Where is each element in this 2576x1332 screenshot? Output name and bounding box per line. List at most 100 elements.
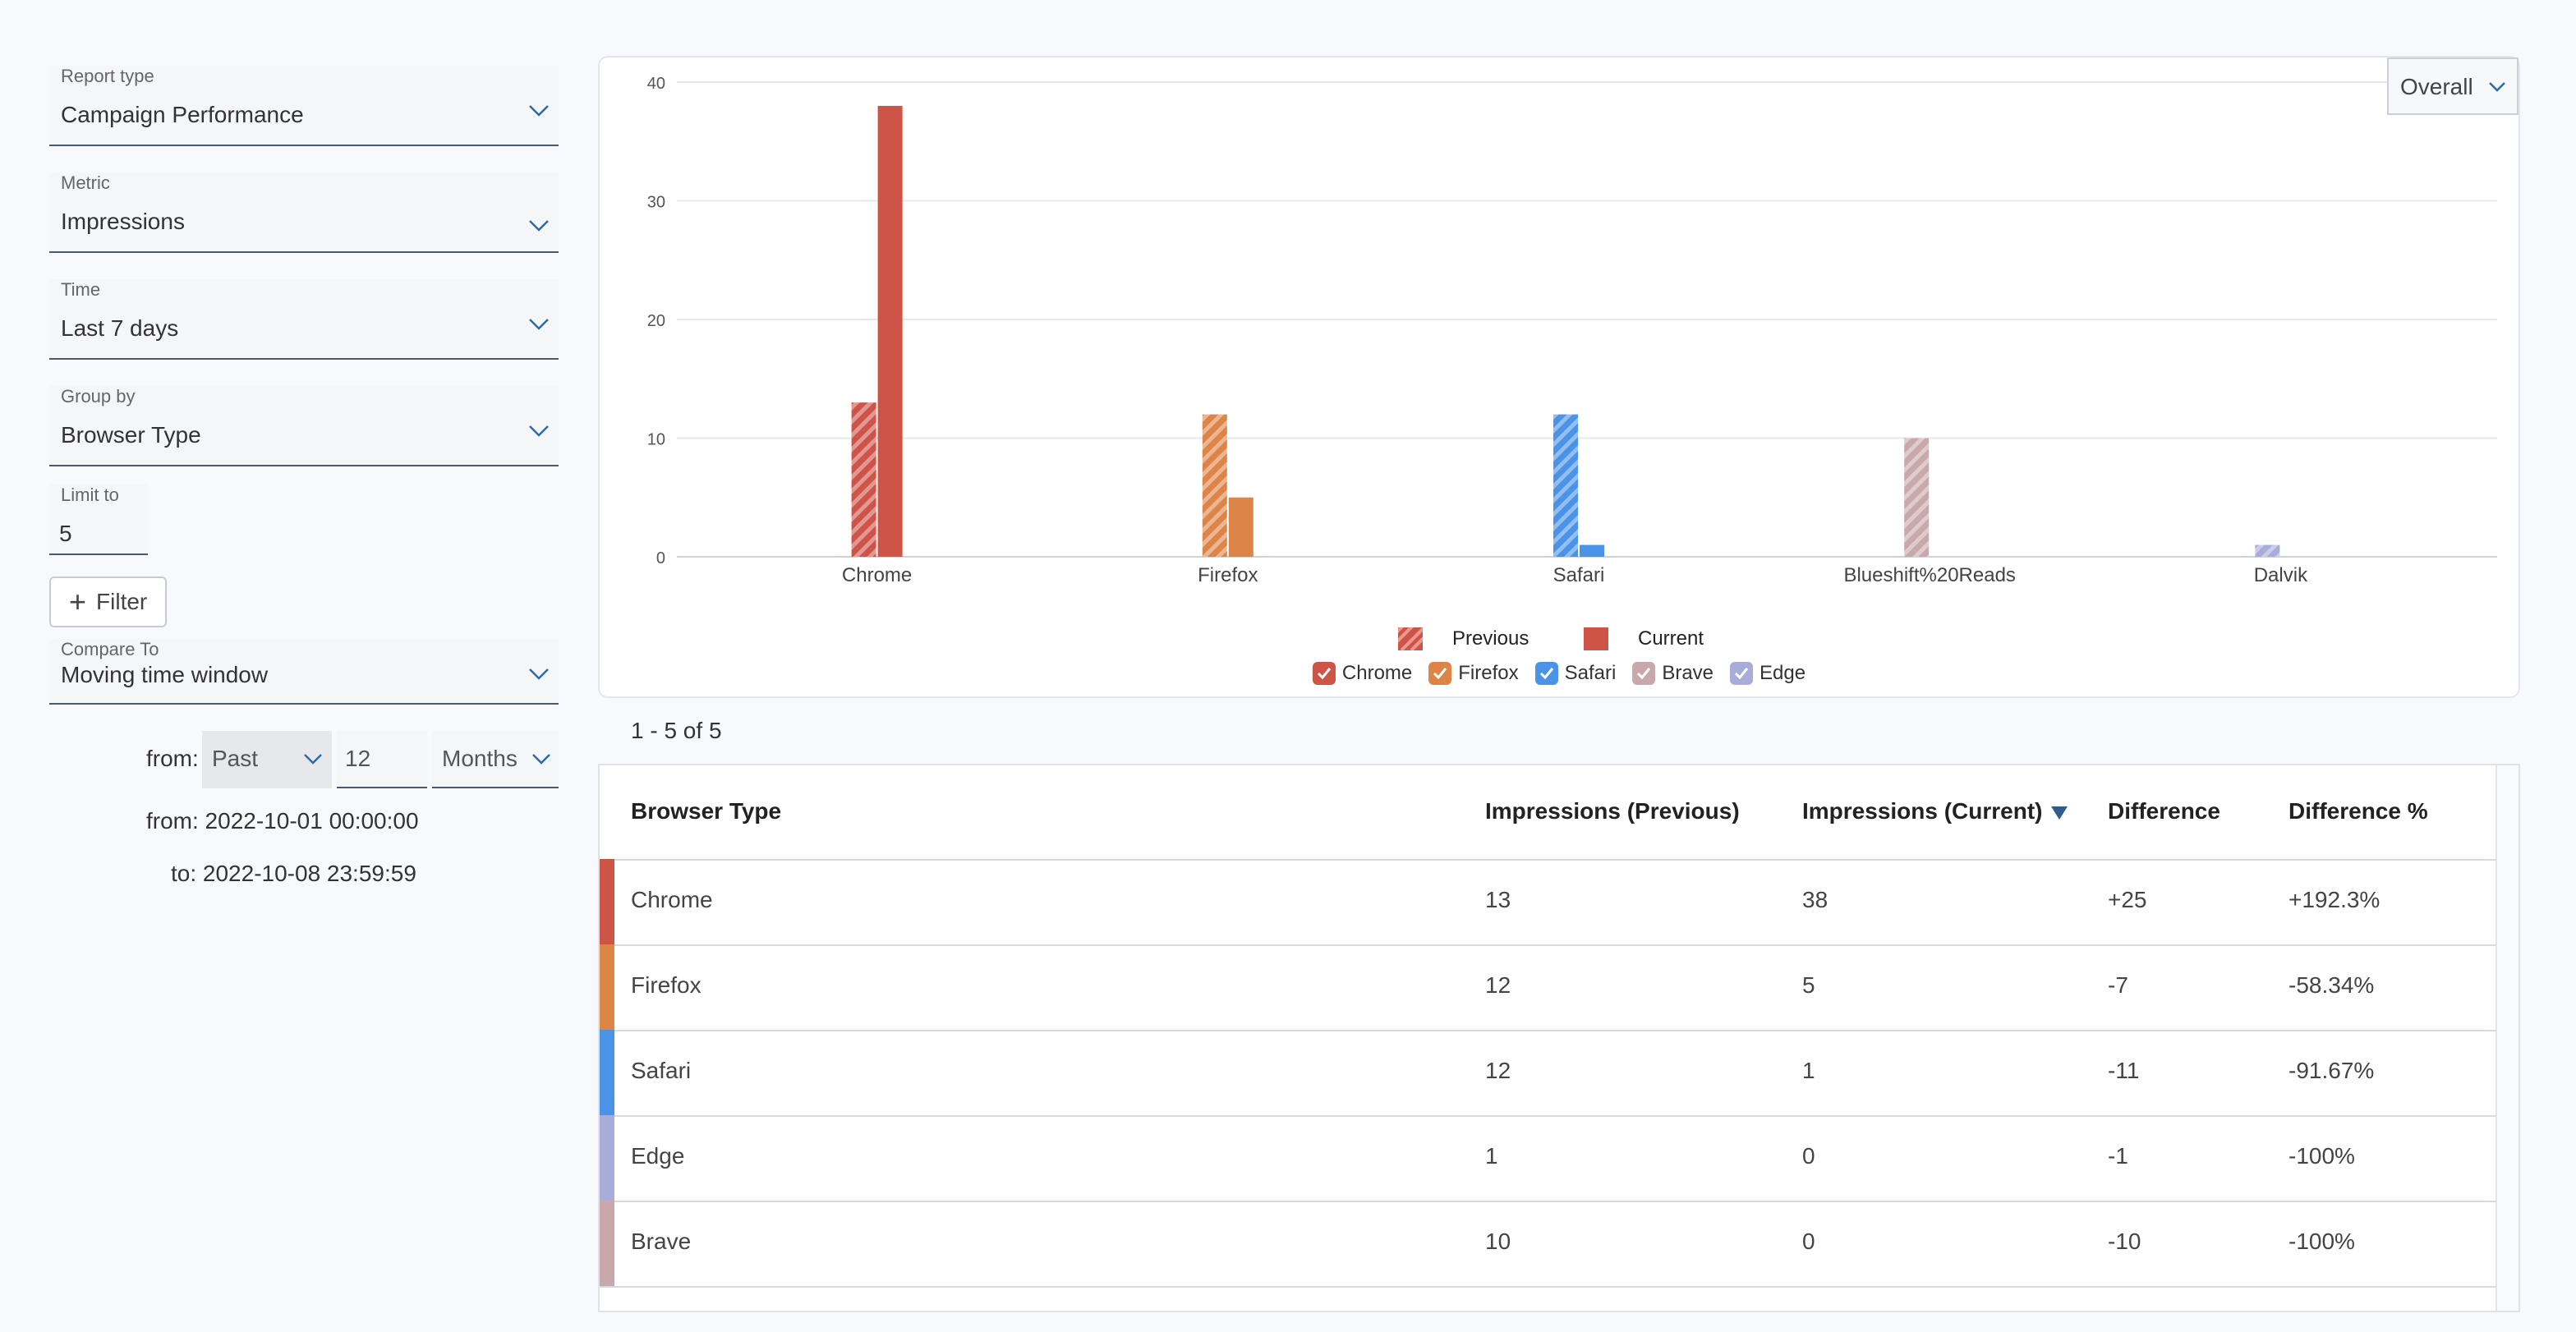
time-select[interactable]: Time Last 7 days [49, 279, 559, 360]
cell-current: 0 [1802, 1229, 1815, 1254]
bar-current-safari[interactable] [1580, 544, 1604, 557]
limit-to-input[interactable]: Limit to 5 [49, 485, 148, 555]
x-tick-label: Chrome [842, 564, 912, 586]
cell-current: 1 [1802, 1058, 1815, 1083]
legend-safari[interactable]: Safari [1534, 662, 1616, 685]
cell-current: 38 [1802, 887, 1828, 912]
amount-input[interactable]: 12 [337, 731, 427, 788]
bar-chart: 0 10 20 30 40 Chrome Firefox Safari Blueshift%20… [647, 75, 2497, 586]
time-label: Time [61, 279, 101, 300]
metric-select[interactable]: Metric Impressions [49, 172, 559, 253]
row-color-bar [600, 859, 614, 944]
pagination-range: 1 - 5 of 5 [631, 718, 722, 743]
chart-view-value: Overall [2400, 74, 2473, 99]
cell-difference: -1 [2108, 1143, 2128, 1169]
from-label: from: [146, 746, 199, 771]
direction-value: Past [212, 746, 259, 771]
add-filter-button[interactable]: + Filter [49, 576, 168, 627]
x-tick-label: Dalvik [2254, 564, 2308, 586]
legend-firefox[interactable]: Firefox [1428, 662, 1519, 685]
bar-previous-safari[interactable] [1553, 414, 1578, 557]
report-type-label: Report type [61, 66, 154, 86]
filter-button-label: Filter [96, 589, 148, 614]
chevron-down-icon [529, 425, 549, 437]
chart-view-select[interactable]: Overall [2387, 57, 2518, 115]
legend-current-label: Current [1638, 627, 1704, 650]
checkbox-checked-icon[interactable] [1534, 662, 1558, 685]
checkbox-checked-icon[interactable] [1632, 662, 1656, 685]
bar-current-firefox[interactable] [1228, 497, 1254, 557]
compare-to-label: Compare To [61, 639, 159, 659]
cell-difference-pct: -58.34% [2288, 972, 2375, 998]
table-row[interactable]: Firefox 12 5 -7 -58.34% [600, 944, 2497, 1031]
legend-brave[interactable]: Brave [1632, 662, 1714, 685]
amount-value: 12 [345, 746, 371, 771]
bar-previous-firefox[interactable] [1202, 414, 1227, 557]
row-color-bar [600, 1115, 614, 1201]
series-legend: Previous Current [600, 627, 2518, 656]
limit-to-value: 5 [59, 521, 72, 546]
cell-previous: 13 [1485, 887, 1511, 912]
cell-difference-pct: -91.67% [2288, 1058, 2375, 1083]
bar-current-chrome[interactable] [877, 105, 903, 557]
cell-difference: -11 [2108, 1058, 2140, 1083]
previous-swatch-icon [1397, 627, 1423, 650]
table-row[interactable]: Chrome 13 38 +25 +192.3% [600, 859, 2497, 946]
cell-browser: Firefox [631, 972, 702, 998]
table-scrollbar[interactable] [2496, 765, 2518, 1311]
chevron-down-icon [529, 319, 549, 330]
metric-label: Metric [61, 172, 110, 193]
bar-previous-chrome[interactable] [851, 402, 876, 557]
table-row[interactable]: Edge 1 0 -1 -100% [600, 1115, 2497, 1202]
cell-previous: 1 [1485, 1143, 1498, 1169]
cell-browser: Brave [631, 1229, 692, 1254]
y-tick-label: 40 [647, 75, 665, 93]
header-impressions-current-label: Impressions (Current) [1802, 798, 2043, 824]
unit-select[interactable]: Months [432, 731, 559, 788]
legend-chrome[interactable]: Chrome [1312, 662, 1413, 685]
limit-to-label: Limit to [61, 485, 119, 505]
sort-desc-icon [2050, 806, 2068, 820]
cell-difference-pct: +192.3% [2288, 887, 2380, 912]
metric-value: Impressions [61, 209, 185, 234]
header-impressions-current[interactable]: Impressions (Current) [1802, 798, 2068, 824]
legend-edge[interactable]: Edge [1730, 662, 1806, 685]
table-row[interactable]: Brave 10 0 -10 -100% [600, 1201, 2497, 1288]
header-impressions-previous[interactable]: Impressions (Previous) [1485, 798, 1740, 824]
unit-value: Months [442, 746, 518, 771]
chevron-down-icon [532, 754, 550, 765]
group-by-label: Group by [61, 386, 136, 406]
legend-browser-label: Edge [1760, 662, 1806, 684]
cell-difference-pct: -100% [2288, 1143, 2355, 1169]
bar-previous-blueshift-20reads[interactable] [1904, 438, 1930, 558]
legend-current[interactable]: Current [1584, 627, 1720, 650]
report-type-select[interactable]: Report type Campaign Performance [49, 66, 559, 146]
legend-previous[interactable]: Previous [1397, 627, 1545, 650]
legend-browser-label: Chrome [1341, 662, 1413, 684]
from-date-text: from: 2022-10-01 00:00:00 [146, 808, 419, 834]
header-difference[interactable]: Difference [2108, 798, 2220, 824]
compare-to-select[interactable]: Compare To Moving time window [49, 639, 559, 705]
row-color-bar [600, 1030, 614, 1115]
cell-browser: Edge [631, 1143, 685, 1169]
legend-browser-label: Brave [1662, 662, 1714, 684]
group-by-select[interactable]: Group by Browser Type [49, 386, 559, 466]
legend-previous-label: Previous [1451, 627, 1530, 650]
cell-previous: 12 [1485, 1058, 1511, 1083]
cell-browser: Chrome [631, 887, 713, 912]
table-row[interactable]: Safari 12 1 -11 -91.67% [600, 1030, 2497, 1117]
x-tick-label: Blueshift%20Reads [1843, 564, 2015, 586]
checkbox-checked-icon[interactable] [1312, 662, 1336, 685]
filter-panel: Report type Campaign Performance Metric … [49, 66, 559, 705]
cell-difference-pct: -100% [2288, 1229, 2355, 1254]
checkbox-checked-icon[interactable] [1428, 662, 1452, 685]
report-type-value: Campaign Performance [61, 102, 304, 127]
chart-card: 0 10 20 30 40 Chrome Firefox Safari Blueshift%20… [598, 56, 2520, 698]
header-difference-pct[interactable]: Difference % [2288, 798, 2428, 824]
bar-previous-dalvik[interactable] [2255, 544, 2280, 557]
to-date-text: to: 2022-10-08 23:59:59 [171, 861, 416, 886]
checkbox-checked-icon[interactable] [1730, 662, 1754, 685]
header-browser-type[interactable]: Browser Type [631, 798, 782, 824]
cell-difference: -7 [2108, 972, 2128, 998]
direction-select[interactable]: Past [202, 731, 332, 788]
